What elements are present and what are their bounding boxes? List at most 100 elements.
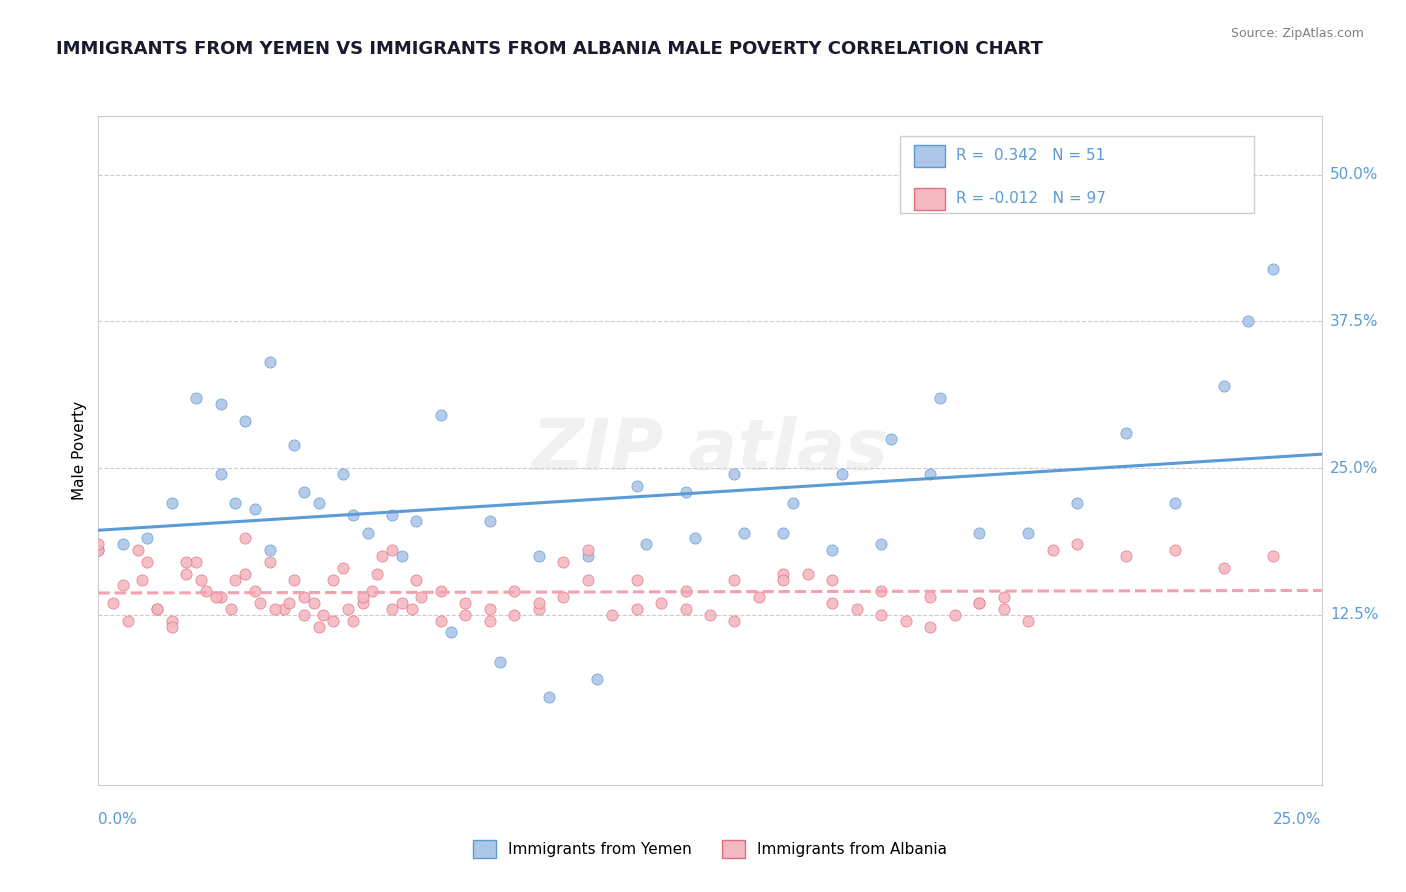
Point: [967, 596, 990, 610]
Point: [322, 614, 344, 628]
Point: [650, 596, 672, 610]
Point: [993, 602, 1015, 616]
Point: [675, 602, 697, 616]
Point: [308, 496, 330, 510]
Point: [283, 437, 305, 451]
Point: [626, 478, 648, 492]
Point: [146, 602, 169, 616]
Point: [723, 573, 745, 587]
Point: [136, 555, 159, 569]
Point: [782, 496, 804, 510]
Point: [478, 614, 501, 628]
Point: [920, 619, 942, 633]
Point: [1017, 614, 1039, 628]
Point: [430, 614, 453, 628]
Point: [636, 537, 658, 551]
Point: [243, 584, 266, 599]
Point: [430, 584, 453, 599]
Point: [352, 596, 374, 610]
Point: [723, 614, 745, 628]
Point: [292, 484, 315, 499]
Text: 0.0%: 0.0%: [98, 812, 138, 827]
Point: [920, 590, 942, 604]
Point: [454, 607, 477, 622]
Point: [186, 391, 208, 405]
Point: [209, 467, 232, 481]
Point: [219, 602, 242, 616]
Point: [342, 614, 364, 628]
Point: [1115, 425, 1137, 440]
Point: [1237, 314, 1260, 328]
Point: [880, 432, 903, 446]
Point: [259, 355, 281, 369]
Point: [87, 537, 110, 551]
Point: [454, 596, 477, 610]
Point: [821, 596, 844, 610]
Text: 50.0%: 50.0%: [1330, 167, 1378, 182]
Point: [111, 578, 134, 592]
Point: [553, 555, 575, 569]
Text: 25.0%: 25.0%: [1330, 460, 1378, 475]
Point: [488, 655, 510, 669]
Point: [361, 584, 384, 599]
Point: [146, 602, 169, 616]
Point: [356, 525, 378, 540]
Point: [87, 543, 110, 558]
Point: [440, 625, 463, 640]
Text: 37.5%: 37.5%: [1330, 314, 1378, 329]
Point: [967, 596, 990, 610]
Point: [273, 602, 295, 616]
Point: [626, 602, 648, 616]
Point: [336, 602, 359, 616]
Point: [733, 525, 755, 540]
Point: [772, 566, 794, 581]
Point: [772, 573, 794, 587]
Text: R =  0.342   N = 51: R = 0.342 N = 51: [956, 148, 1105, 163]
Point: [1261, 261, 1284, 276]
Point: [586, 673, 609, 687]
Point: [748, 590, 770, 604]
Point: [600, 607, 623, 622]
Point: [537, 690, 560, 704]
Point: [342, 508, 364, 522]
Point: [1164, 496, 1187, 510]
Point: [772, 525, 794, 540]
Point: [929, 391, 952, 405]
Point: [302, 596, 325, 610]
Point: [131, 573, 153, 587]
Point: [352, 590, 374, 604]
Text: R = -0.012   N = 97: R = -0.012 N = 97: [956, 191, 1105, 206]
Text: Source: ZipAtlas.com: Source: ZipAtlas.com: [1230, 27, 1364, 40]
Point: [195, 584, 218, 599]
Point: [943, 607, 966, 622]
Point: [176, 555, 198, 569]
Point: [527, 602, 550, 616]
Point: [478, 602, 501, 616]
Point: [821, 573, 844, 587]
Point: [821, 543, 844, 558]
Point: [381, 508, 404, 522]
Point: [430, 409, 453, 423]
Point: [391, 596, 413, 610]
Point: [243, 502, 266, 516]
Point: [224, 573, 246, 587]
Point: [870, 607, 893, 622]
Point: [675, 484, 697, 499]
Point: [894, 614, 917, 628]
Point: [233, 532, 256, 546]
Point: [117, 614, 139, 628]
Legend: Immigrants from Yemen, Immigrants from Albania: Immigrants from Yemen, Immigrants from A…: [467, 833, 953, 864]
Point: [381, 602, 404, 616]
Point: [160, 496, 183, 510]
Point: [259, 555, 281, 569]
Point: [405, 573, 427, 587]
Point: [870, 537, 893, 551]
Point: [283, 573, 305, 587]
Point: [626, 573, 648, 587]
Point: [233, 566, 256, 581]
Point: [263, 602, 285, 616]
Point: [312, 607, 335, 622]
Point: [576, 573, 599, 587]
Point: [233, 414, 256, 428]
Point: [249, 596, 271, 610]
